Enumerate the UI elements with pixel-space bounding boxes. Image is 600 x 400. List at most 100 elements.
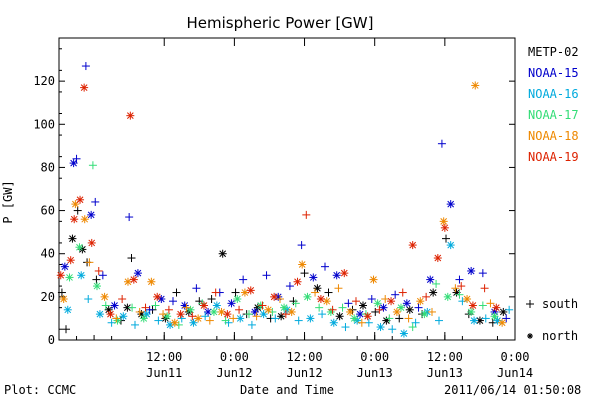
- legend-series-noaa-19: NOAA-19: [528, 150, 579, 164]
- x-tick-label-time: 0:00: [501, 350, 530, 364]
- data-point-noaa-19: [87, 238, 96, 247]
- x-tick-label-date: Jun11: [146, 366, 182, 380]
- data-point-noaa-19: [387, 297, 396, 306]
- data-point-noaa-18: [322, 297, 331, 306]
- data-point-noaa-19: [211, 288, 220, 297]
- data-point-metp-02: [335, 312, 344, 321]
- data-point-metp-02: [127, 254, 136, 263]
- data-point-noaa-19: [246, 286, 255, 295]
- data-point-noaa-19: [270, 292, 279, 301]
- x-tick-label-date: Jun12: [286, 366, 322, 380]
- legend-series-noaa-17: NOAA-17: [528, 108, 579, 122]
- data-point-noaa-19: [302, 210, 311, 219]
- data-point-metp-02: [68, 234, 77, 243]
- data-point-noaa-15: [72, 154, 81, 163]
- data-point-noaa-16: [271, 314, 280, 323]
- y-tick-label: 120: [33, 74, 55, 88]
- data-point-noaa-19: [398, 288, 407, 297]
- data-point-noaa-18: [498, 318, 507, 327]
- data-point-noaa-18: [80, 215, 89, 224]
- data-point-noaa-18: [170, 318, 179, 327]
- y-tick-label: 20: [41, 290, 55, 304]
- x-tick-label-time: 12:00: [427, 350, 463, 364]
- data-point-noaa-16: [446, 241, 455, 250]
- x-tick-label-time: 0:00: [360, 350, 389, 364]
- data-point-noaa-15: [285, 282, 294, 291]
- data-point-noaa-16: [435, 316, 443, 325]
- data-point-noaa-18: [182, 303, 191, 312]
- data-point-noaa-18: [147, 277, 156, 286]
- data-point-noaa-17: [432, 279, 441, 288]
- data-point-noaa-15: [455, 275, 464, 284]
- data-point-noaa-19: [440, 223, 449, 232]
- data-point-noaa-17: [163, 312, 172, 321]
- data-point-noaa-18: [100, 292, 109, 301]
- data-point-noaa-19: [375, 305, 384, 314]
- data-point-noaa-19: [316, 295, 325, 304]
- data-point-noaa-15: [414, 303, 423, 312]
- data-point-metp-02: [207, 295, 216, 304]
- data-point-noaa-18: [463, 295, 472, 304]
- data-point-noaa-15: [309, 273, 318, 282]
- data-point-noaa-19: [223, 310, 232, 319]
- data-point-metp-02: [172, 288, 181, 297]
- data-point-noaa-15: [426, 275, 435, 284]
- plot-credit: Plot: CCMC: [4, 383, 76, 397]
- data-point-noaa-16: [341, 323, 350, 332]
- data-point-noaa-18: [346, 307, 355, 316]
- data-point-metp-02: [359, 301, 367, 310]
- data-point-noaa-18: [369, 275, 378, 284]
- data-point-noaa-15: [467, 266, 476, 275]
- x-tick-label-time: 12:00: [286, 350, 322, 364]
- data-point-noaa-16: [505, 305, 514, 314]
- data-point-metp-02: [395, 314, 404, 323]
- data-point-noaa-19: [258, 301, 267, 310]
- data-point-metp-02: [73, 206, 82, 215]
- data-point-noaa-15: [391, 290, 400, 299]
- data-point-noaa-17: [291, 299, 300, 308]
- data-point-noaa-18: [427, 307, 436, 316]
- data-point-noaa-17: [326, 307, 335, 316]
- data-point-noaa-18: [112, 314, 121, 323]
- data-point-noaa-16: [388, 325, 397, 334]
- data-point-noaa-15: [60, 262, 69, 271]
- data-point-noaa-16: [95, 310, 104, 319]
- data-point-noaa-17: [303, 292, 312, 301]
- x-tick-label-date: Jun13: [427, 366, 463, 380]
- data-point-noaa-17: [385, 314, 394, 323]
- y-axis-label: P [GW]: [1, 180, 15, 223]
- data-point-noaa-16: [154, 316, 163, 325]
- data-point-noaa-16: [364, 318, 373, 327]
- data-point-noaa-15: [133, 269, 142, 278]
- data-point-noaa-18: [159, 310, 168, 319]
- legend-series-metp-02: METP-02: [528, 45, 579, 59]
- data-point-noaa-19: [457, 282, 466, 291]
- data-point-metp-02: [92, 275, 101, 284]
- data-point-noaa-17: [174, 320, 183, 329]
- data-point-noaa-18: [334, 284, 343, 293]
- data-point-noaa-16: [119, 312, 128, 321]
- legend-marker-north-icon: [527, 333, 533, 339]
- data-point-noaa-18: [229, 314, 238, 323]
- legend-marker-label-south: south: [542, 297, 578, 311]
- y-tick-label: 80: [41, 160, 55, 174]
- data-point-noaa-19: [408, 241, 417, 250]
- plot-timestamp: 2011/06/14 01:50:08: [444, 383, 581, 397]
- data-point-metp-02: [429, 288, 438, 297]
- data-point-noaa-18: [135, 307, 144, 316]
- data-point-noaa-19: [56, 271, 65, 280]
- data-point-noaa-17: [93, 282, 101, 291]
- data-point-noaa-19: [480, 284, 489, 293]
- data-point-metp-02: [300, 269, 309, 278]
- data-point-metp-02: [324, 288, 333, 297]
- data-point-noaa-16: [470, 316, 479, 325]
- data-point-noaa-16: [318, 310, 327, 319]
- data-point-noaa-17: [233, 295, 242, 304]
- data-point-noaa-16: [189, 318, 198, 327]
- data-point-noaa-18: [59, 295, 68, 304]
- x-tick-label-time: 0:00: [220, 350, 249, 364]
- data-point-noaa-15: [446, 200, 455, 209]
- data-point-noaa-18: [252, 312, 261, 321]
- data-point-noaa-15: [169, 297, 177, 306]
